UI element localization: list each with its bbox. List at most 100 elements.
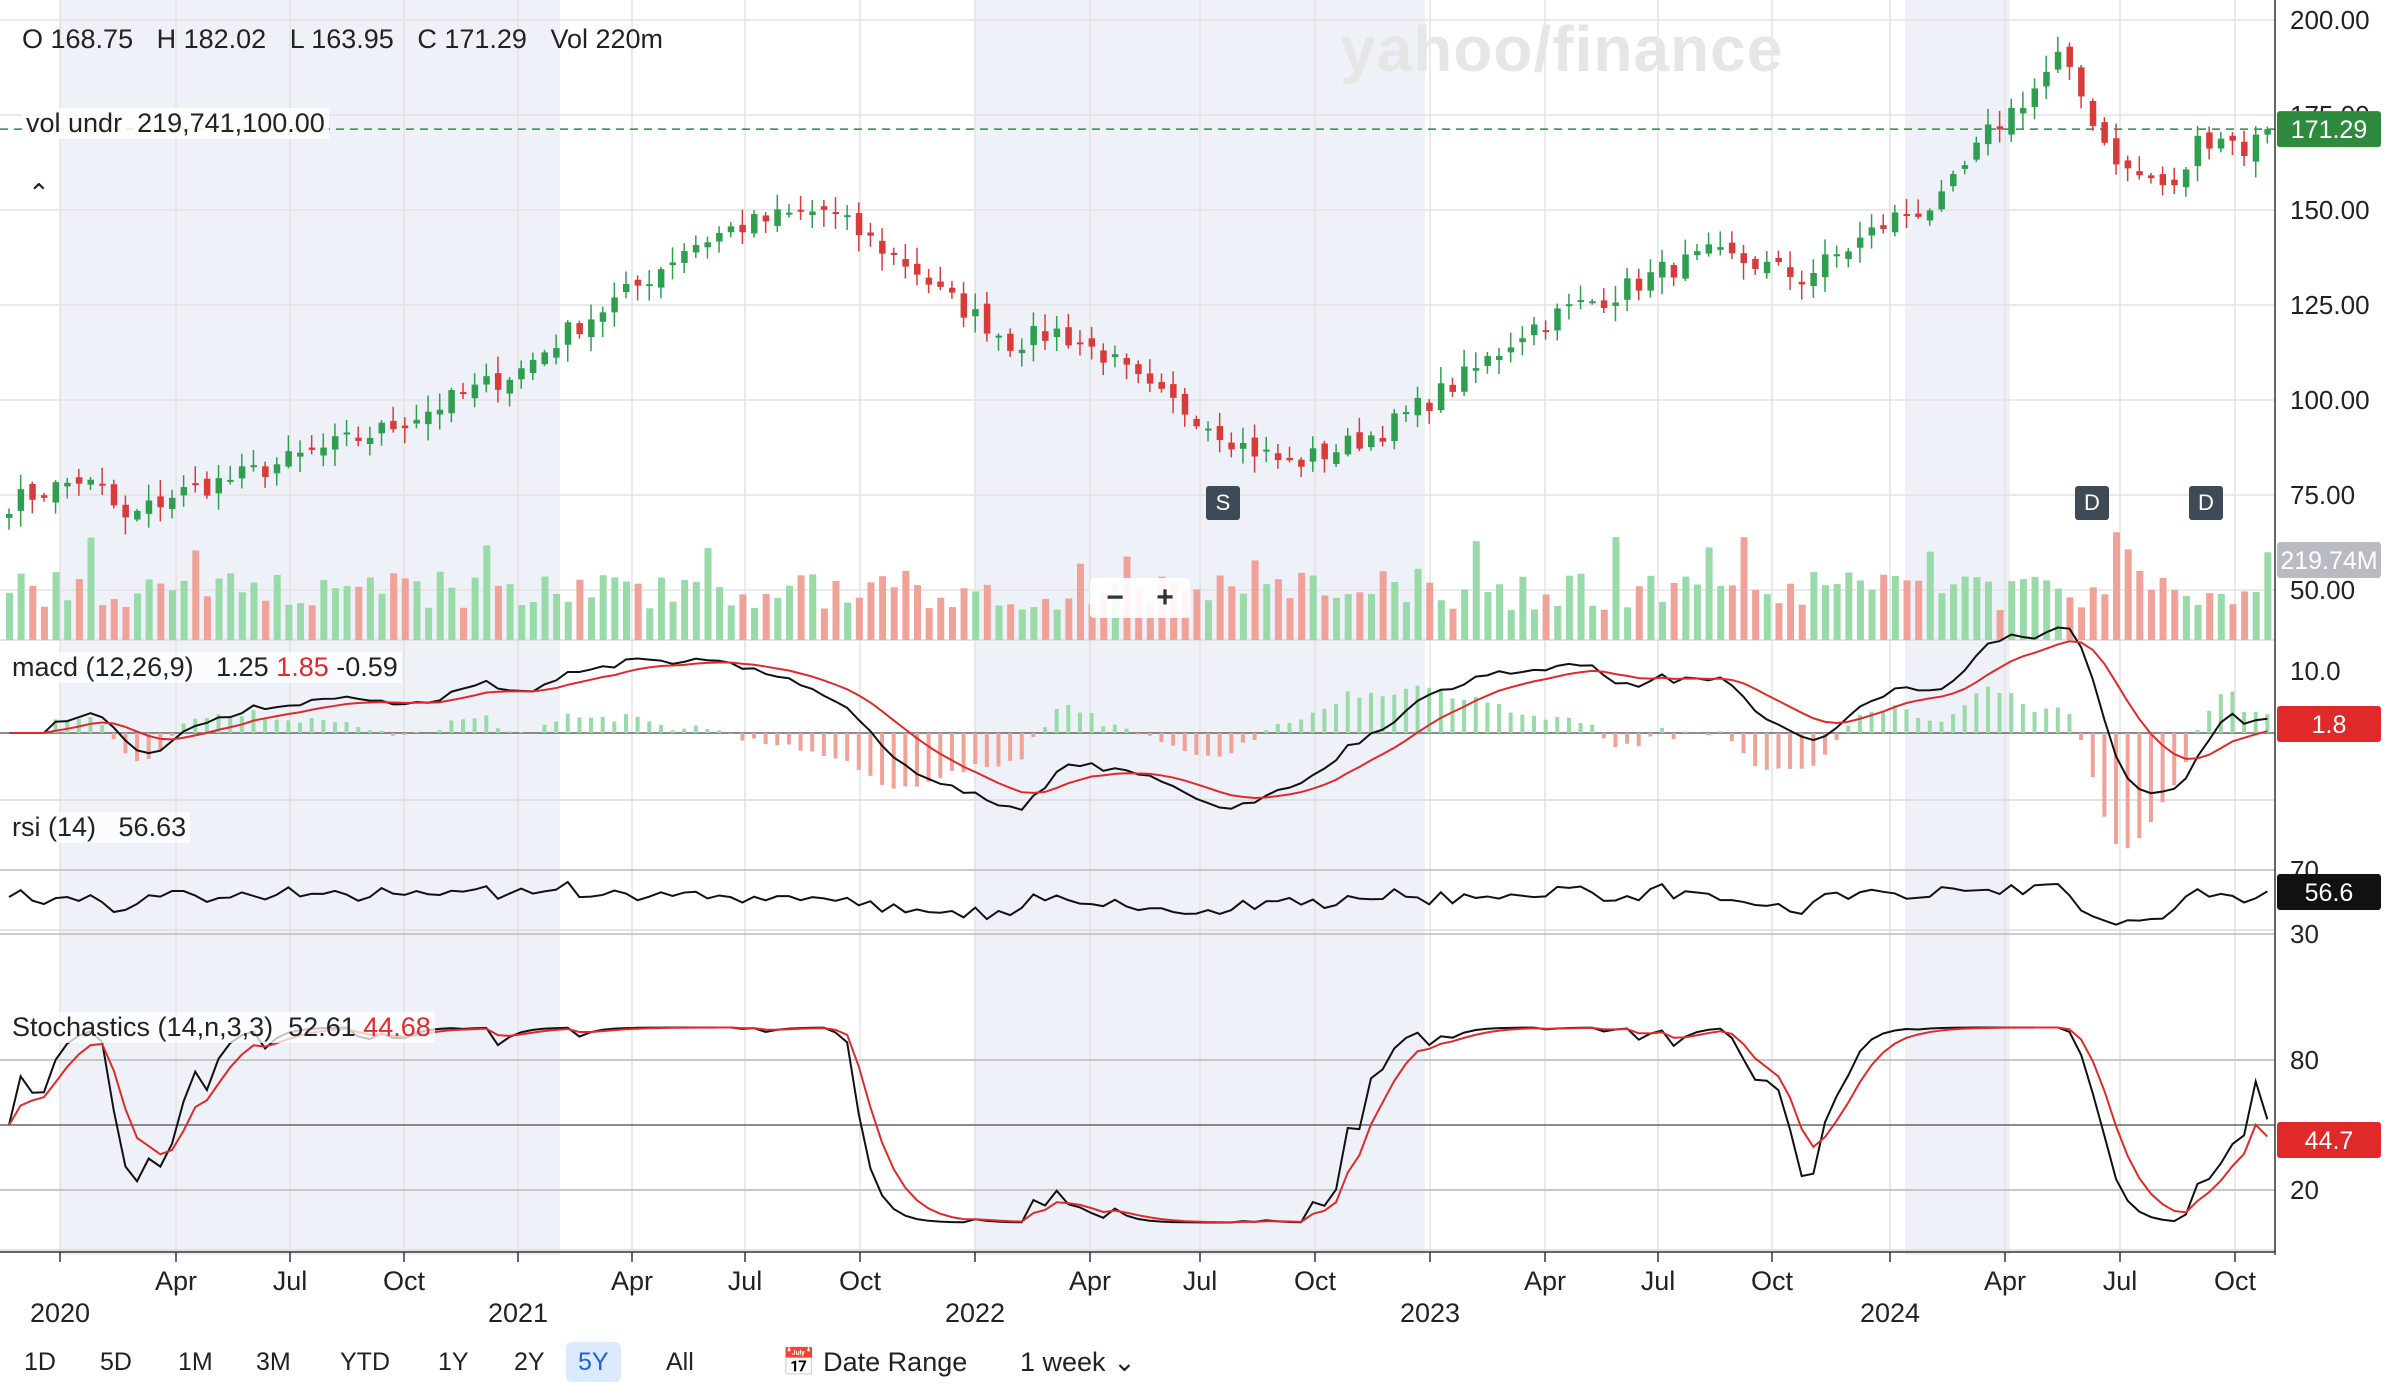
candle-body xyxy=(17,489,25,511)
event-marker-dividend[interactable]: D xyxy=(2189,486,2223,520)
candle-body xyxy=(1647,272,1654,291)
range-button-ytd[interactable]: YTD xyxy=(340,1348,390,1376)
volume-bar xyxy=(366,577,374,640)
candle-body xyxy=(2182,169,2190,188)
candle-body xyxy=(2252,134,2260,162)
range-button-1m[interactable]: 1M xyxy=(178,1348,213,1376)
candle-body xyxy=(355,437,362,441)
volume-bar xyxy=(1053,609,1061,640)
volume-bar xyxy=(1926,551,1934,640)
range-button-2y[interactable]: 2Y xyxy=(514,1348,545,1376)
candle-body xyxy=(1437,383,1445,411)
range-button-5d[interactable]: 5D xyxy=(100,1348,132,1376)
candle-body xyxy=(576,323,583,335)
candle-body xyxy=(1950,174,1957,187)
price-tick-label: 200.00 xyxy=(2290,5,2370,35)
date-range-button[interactable]: 📅 Date Range xyxy=(782,1342,967,1382)
rsi-line xyxy=(8,880,2268,926)
candle-body xyxy=(1181,393,1189,415)
range-button-1y[interactable]: 1Y xyxy=(438,1348,469,1376)
macd-histogram-bar xyxy=(1613,733,1618,747)
volume-bar xyxy=(890,587,898,640)
candle-body xyxy=(1565,304,1573,307)
macd-value: 1.25 xyxy=(216,652,269,682)
candle-body xyxy=(1263,449,1270,452)
range-button-5y[interactable]: 5Y xyxy=(566,1342,621,1382)
volume-bar xyxy=(1088,603,1096,640)
macd-histogram-bar xyxy=(1671,733,1676,740)
event-marker-dividend[interactable]: D xyxy=(2075,486,2109,520)
volume-bar xyxy=(1973,577,1981,640)
zoom-in-button[interactable]: + xyxy=(1156,581,1174,614)
range-button-1d[interactable]: 1D xyxy=(24,1348,56,1376)
candle-body xyxy=(1891,212,1899,233)
volume-bar xyxy=(145,579,153,640)
volume-bar xyxy=(1798,604,1806,640)
macd-histogram-bar xyxy=(2125,733,2130,849)
x-tick-label: 2020 xyxy=(30,1298,90,1328)
candle-body xyxy=(925,277,933,285)
macd-histogram-bar xyxy=(1252,733,1257,740)
candle-body xyxy=(2089,100,2097,126)
event-marker-split[interactable]: S xyxy=(1206,486,1240,520)
volume-bar xyxy=(576,579,584,640)
macd-histogram-bar xyxy=(2265,714,2270,733)
candle-body xyxy=(2101,122,2108,143)
range-button-3m[interactable]: 3M xyxy=(256,1348,291,1376)
zoom-out-button[interactable]: − xyxy=(1106,581,1124,614)
volume-bar xyxy=(1752,589,1760,640)
candle-body xyxy=(1926,210,1934,221)
volume-bar xyxy=(1996,609,2004,640)
macd-histogram-bar xyxy=(298,722,303,733)
candle-body xyxy=(1996,126,2004,130)
macd-histogram-bar xyxy=(1741,733,1746,754)
volume-bar xyxy=(192,550,200,640)
volume-bar xyxy=(87,537,95,640)
candle-body xyxy=(1123,358,1131,365)
range-button-all[interactable]: All xyxy=(666,1348,694,1376)
x-tick-label: 2021 xyxy=(488,1298,548,1328)
candle-body xyxy=(1216,426,1224,441)
macd-histogram-bar xyxy=(1345,691,1350,733)
macd-histogram-bar xyxy=(938,733,943,778)
candle-body xyxy=(2043,71,2050,87)
candle-body xyxy=(2147,175,2155,179)
macd-histogram-bar xyxy=(321,719,326,733)
macd-histogram-bar xyxy=(2032,711,2037,733)
volume-bar xyxy=(588,597,596,640)
macd-histogram-bar xyxy=(1974,693,1979,733)
volume-bar xyxy=(634,583,642,640)
volume-bar xyxy=(2229,604,2237,640)
macd-histogram-bar xyxy=(1799,733,1804,769)
volume-bar xyxy=(820,608,828,640)
candle-body xyxy=(401,425,409,429)
volume-bar xyxy=(1018,609,1026,640)
volume-bar xyxy=(914,585,921,640)
candle-body xyxy=(657,269,665,288)
volume-bar xyxy=(2136,570,2144,640)
candle-body xyxy=(1810,272,1817,287)
candle-body xyxy=(716,233,723,242)
macd-histogram-bar xyxy=(1997,692,2002,733)
volume-bar xyxy=(1368,593,1375,640)
candle-body xyxy=(2136,171,2143,176)
x-tick-label: Apr xyxy=(1984,1266,2026,1296)
volume-bar xyxy=(273,574,281,640)
macd-histogram-bar xyxy=(2207,710,2212,733)
candle-body xyxy=(611,297,618,313)
macd-histogram-bar xyxy=(1660,727,1665,733)
candle-body xyxy=(1705,244,1713,254)
macd-histogram-bar xyxy=(1275,723,1280,733)
macd-histogram-bar xyxy=(600,716,605,733)
candle-body xyxy=(1577,300,1585,303)
interval-select[interactable]: 1 week ⌄ xyxy=(1020,1342,1136,1382)
macd-histogram-bar xyxy=(1171,733,1176,746)
macd-histogram-bar xyxy=(1392,694,1397,733)
macd-histogram-bar xyxy=(204,717,209,733)
collapse-chevron-icon[interactable]: ⌃ xyxy=(28,178,50,208)
volume-bar xyxy=(297,603,305,640)
macd-histogram-bar xyxy=(577,717,582,733)
rsi-tick-label: 30 xyxy=(2290,919,2319,949)
macd-tag: 1.8 xyxy=(2312,711,2347,739)
